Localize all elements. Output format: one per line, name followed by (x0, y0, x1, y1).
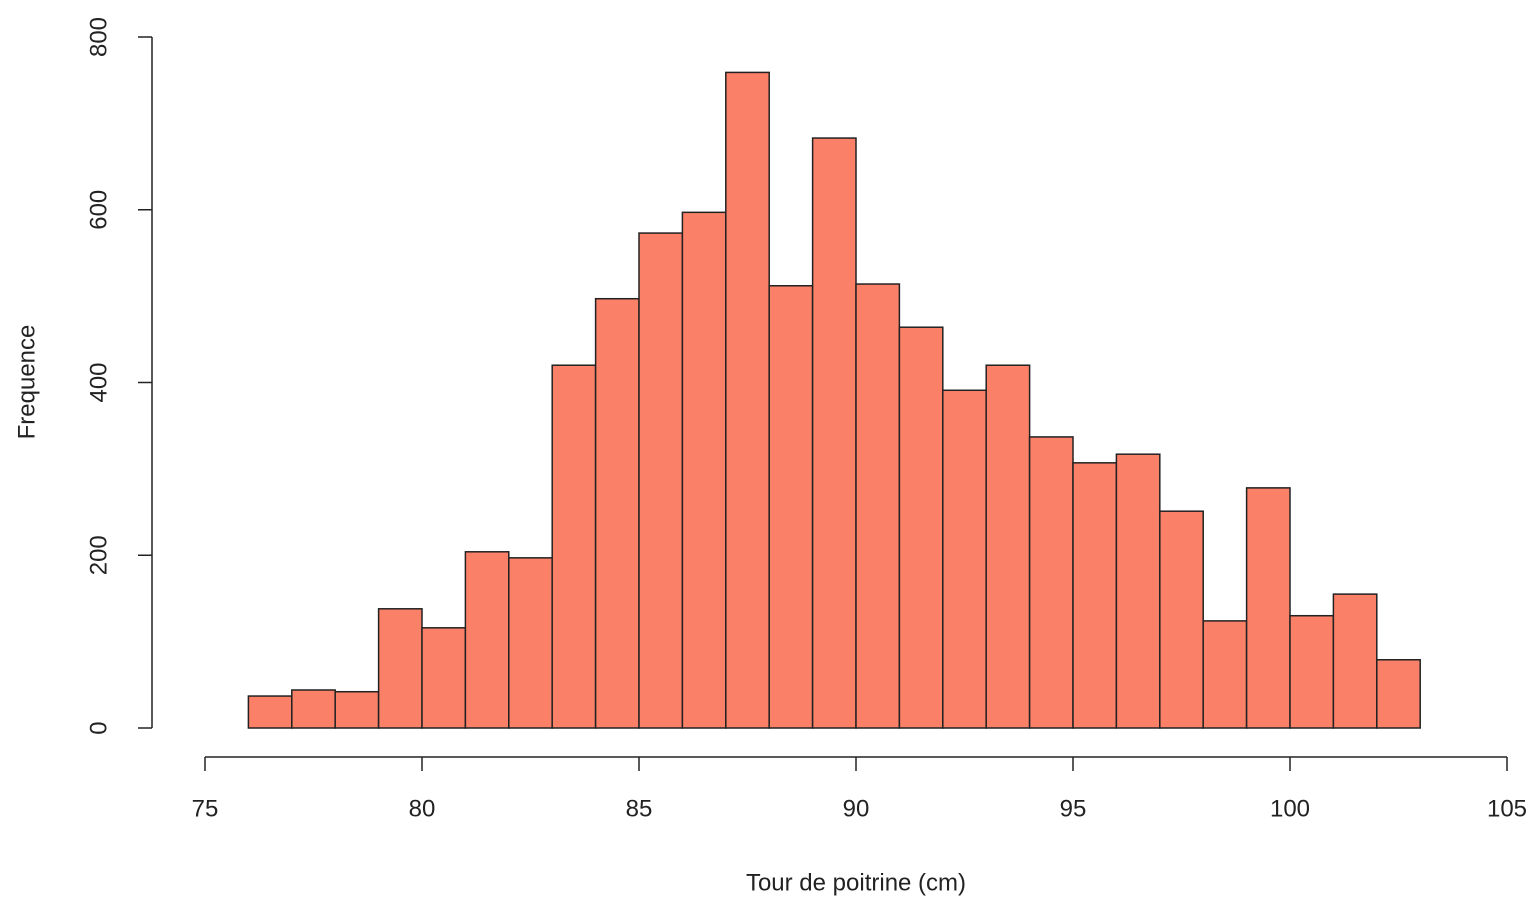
x-tick-label: 85 (626, 795, 653, 822)
bar (464, 551, 510, 729)
bar (942, 389, 987, 729)
y-tick-label: 600 (85, 190, 112, 230)
x-tick-label: 95 (1060, 795, 1087, 822)
bar (681, 211, 727, 729)
bar (247, 695, 293, 729)
bar (1072, 462, 1118, 729)
bar (1028, 436, 1074, 729)
y-axis-label: Frequence (13, 325, 40, 440)
bar (594, 297, 640, 729)
bar (421, 627, 467, 729)
bar (1115, 453, 1161, 729)
bar (855, 283, 901, 729)
x-axis-label: Tour de poitrine (cm) (746, 869, 966, 896)
bar (1202, 620, 1248, 729)
y-tick-label: 200 (85, 535, 112, 575)
bar (1332, 593, 1378, 729)
bar (377, 608, 423, 729)
bar (985, 364, 1031, 729)
bar (811, 137, 857, 729)
bar (551, 364, 597, 729)
bar (638, 232, 684, 729)
bar (1159, 510, 1204, 729)
bar (1289, 614, 1335, 729)
x-tick-label: 80 (409, 795, 436, 822)
bar (334, 690, 380, 729)
bar (508, 557, 553, 729)
x-tick-label: 100 (1270, 795, 1310, 822)
bar (898, 326, 944, 729)
y-tick-label: 800 (85, 17, 112, 57)
bar (1376, 659, 1421, 729)
bar (1245, 487, 1291, 729)
x-tick-label: 90 (843, 795, 870, 822)
bar (768, 285, 814, 729)
x-tick-label: 105 (1487, 795, 1527, 822)
y-tick-label: 0 (85, 721, 112, 734)
bar (725, 71, 770, 729)
bar (291, 689, 336, 729)
x-tick-label: 75 (192, 795, 219, 822)
y-tick-label: 400 (85, 362, 112, 402)
